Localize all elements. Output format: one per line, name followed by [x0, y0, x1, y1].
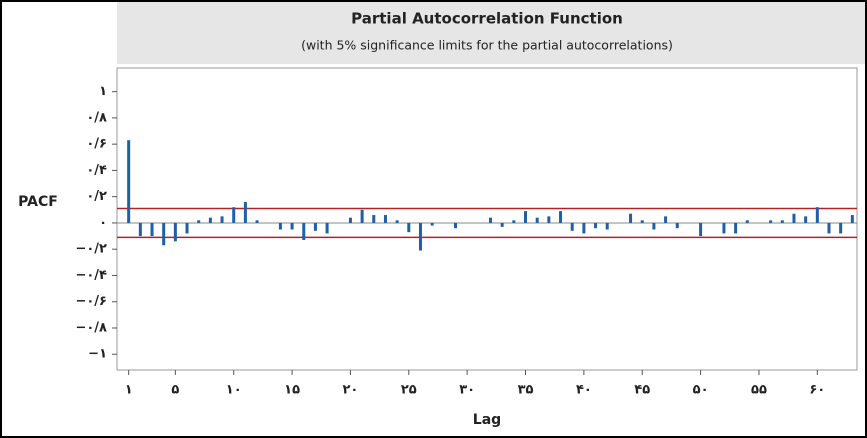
bar [699, 222, 703, 237]
bar [138, 222, 142, 237]
y-tick-label: −۱ [88, 347, 107, 362]
bar [605, 222, 609, 230]
y-tick-label: −۰/۴ [75, 268, 107, 283]
bar [220, 216, 224, 223]
bar [780, 220, 784, 223]
y-tick-label: ۰ [99, 215, 107, 230]
x-tick-label: ۱۰ [226, 383, 242, 398]
bar [255, 220, 259, 223]
bar [722, 222, 726, 234]
bar [453, 222, 457, 229]
bar [290, 222, 294, 230]
bar [325, 222, 329, 234]
bar [792, 213, 796, 223]
x-tick-label: ۱۵ [284, 383, 300, 398]
y-tick-label: ۰/۸ [86, 110, 107, 125]
bar [839, 222, 843, 234]
x-tick-label: ۴۵ [634, 383, 650, 398]
x-tick-label: ۵۰ [693, 383, 709, 398]
bar [372, 215, 376, 223]
bar [208, 217, 212, 223]
y-tick-label: −۰/۶ [75, 294, 107, 309]
bar [185, 222, 189, 234]
y-tick-label: ۱ [99, 84, 107, 99]
header-band [117, 2, 865, 64]
x-tick-label: ۱ [125, 383, 133, 398]
bar [278, 222, 282, 230]
bar [418, 222, 422, 251]
bar [629, 213, 633, 223]
y-tick-label: ۰/۶ [86, 137, 107, 152]
bar [734, 222, 738, 234]
bar [675, 222, 679, 229]
bar [827, 222, 831, 234]
y-axis-label: PACF [18, 194, 58, 210]
bar [582, 222, 586, 234]
bar [524, 211, 528, 223]
y-tick-label: −۰/۸ [75, 320, 107, 335]
x-tick-label: ۵۵ [751, 383, 767, 398]
bar [512, 220, 516, 223]
x-tick-label: ۲۵ [401, 383, 417, 398]
bar [850, 215, 854, 223]
bar [395, 220, 399, 223]
bar [535, 217, 539, 223]
x-tick-label: ۴۰ [576, 383, 592, 398]
bar [360, 209, 364, 223]
bar [127, 140, 131, 223]
x-axis-label: Lag [473, 412, 501, 428]
bar [243, 201, 247, 223]
x-tick-label: ۲۰ [343, 383, 359, 398]
bar [407, 222, 411, 233]
y-tick-label: −۰/۲ [75, 242, 107, 257]
bar [500, 222, 504, 227]
bar [430, 222, 434, 226]
chart-title: Partial Autocorrelation Function [351, 10, 623, 28]
y-tick-label: ۰/۲ [86, 189, 107, 204]
bar [197, 220, 201, 223]
plot-area [116, 67, 858, 371]
bar [559, 211, 563, 223]
bar [664, 216, 668, 223]
bar [162, 222, 166, 246]
x-tick-label: ۶۰ [809, 383, 825, 398]
bar [150, 222, 154, 237]
bar [232, 207, 236, 223]
bar [769, 220, 773, 223]
y-tick-label: ۰/۴ [86, 163, 107, 178]
bar [570, 222, 574, 231]
chart-subtitle: (with 5% significance limits for the par… [301, 38, 673, 53]
bar [745, 220, 749, 223]
bar [594, 222, 598, 229]
x-tick-label: ۵ [171, 383, 179, 398]
bar [348, 217, 352, 223]
bar [640, 220, 644, 223]
x-tick-label: ۳۰ [459, 383, 475, 398]
x-tick-label: ۳۵ [518, 383, 534, 398]
bar [547, 216, 551, 223]
bar [383, 215, 387, 223]
bar [302, 222, 306, 241]
bar [815, 207, 819, 223]
bar [489, 217, 493, 223]
bar [313, 222, 317, 231]
bar [652, 222, 656, 230]
bar [804, 216, 808, 223]
bar [173, 222, 177, 242]
